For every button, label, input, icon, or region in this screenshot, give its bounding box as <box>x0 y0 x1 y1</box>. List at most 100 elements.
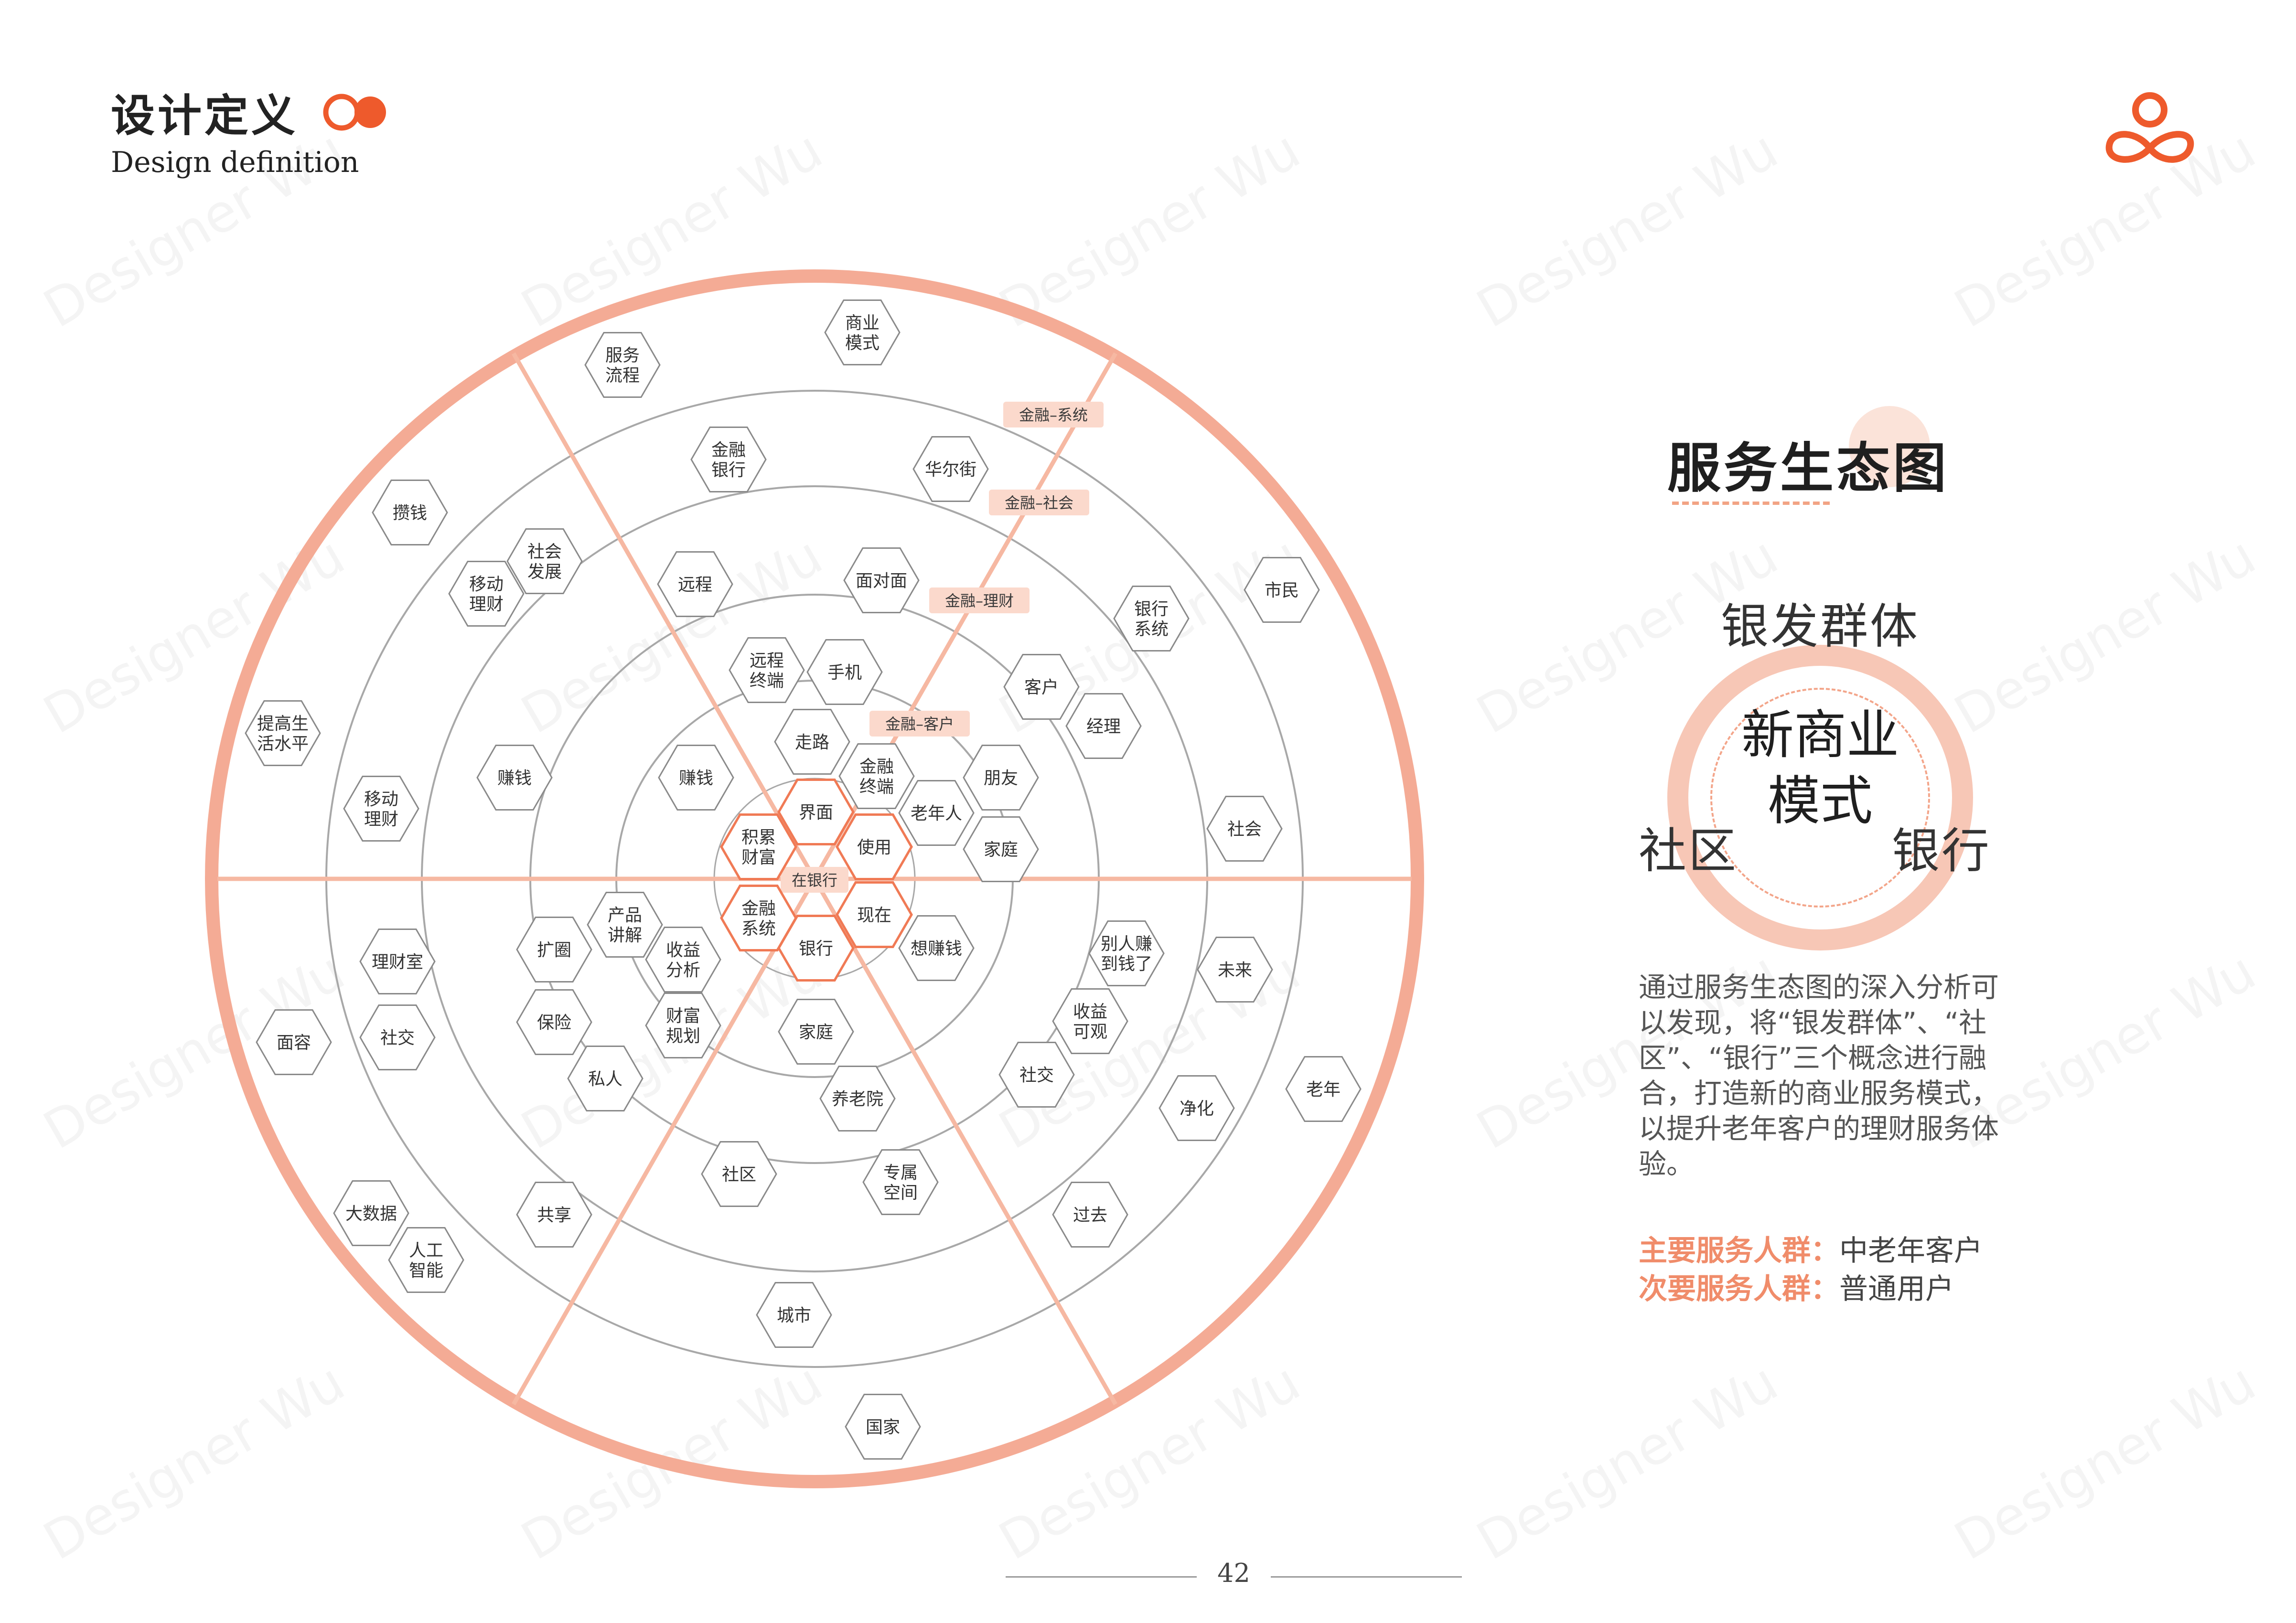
node-label: 朋友 <box>984 769 1018 788</box>
hexagon-shape <box>245 700 321 766</box>
concept-node: 手机 <box>806 639 883 705</box>
node-label: 终端 <box>859 777 894 797</box>
node-label: 金融 <box>859 757 894 777</box>
relation-tag: 金融–理财 <box>929 587 1030 613</box>
section-subtitle: Design definition <box>111 146 359 179</box>
description-text: 通过服务生态图的深入分析可以发现，将“银发群体”、“社区”、“银行”三个概念进行… <box>1639 971 1999 1180</box>
concept-node: 城市 <box>756 1282 832 1348</box>
node-label: 移动 <box>364 790 398 809</box>
hexagon-shape <box>333 1180 409 1246</box>
node-label: 银行 <box>799 939 833 959</box>
concept-node: 界面 <box>777 779 855 845</box>
node-label: 远程 <box>678 575 712 595</box>
concept-node: 国家 <box>845 1394 921 1460</box>
relation-tag: 在银行 <box>781 867 848 893</box>
hexagon-shape <box>1065 693 1142 759</box>
secondary-audience-label: 次要服务人群： <box>1639 1272 1839 1306</box>
footer-divider-left <box>1006 1576 1197 1578</box>
node-label: 赚钱 <box>497 769 532 788</box>
hexagon-shape <box>690 427 767 492</box>
node-label: 理财 <box>364 810 398 829</box>
concept-node: 走路 <box>774 709 850 775</box>
hexagon-shape <box>806 639 883 705</box>
tag-label: 金融–客户 <box>885 715 954 733</box>
node-label: 社区 <box>722 1165 756 1185</box>
hexagon-shape <box>729 637 805 703</box>
relation-tag: 金融–系统 <box>1003 402 1104 427</box>
hexagon-shape <box>912 436 989 502</box>
relation-tag: 金融–社会 <box>989 490 1089 515</box>
node-label: 家庭 <box>984 840 1018 860</box>
node-label: 走路 <box>795 733 829 752</box>
hexagon-shape <box>359 929 436 994</box>
concept-node: 银行 <box>777 915 855 982</box>
hexagon-shape <box>516 917 592 982</box>
hexagon-shape <box>1003 654 1080 720</box>
hexagon-shape <box>836 813 913 880</box>
hexagon-shape <box>645 927 721 993</box>
node-label: 提高生 <box>257 714 309 734</box>
concept-node: 大数据 <box>333 1180 409 1246</box>
node-label: 社会 <box>527 542 562 562</box>
node-label: 空间 <box>883 1183 918 1203</box>
concept-node: 老年 <box>1285 1056 1362 1122</box>
node-label: 收益 <box>666 940 700 960</box>
hexagon-shape <box>998 1042 1075 1108</box>
concept-node: 社区 <box>701 1141 777 1207</box>
node-label: 模式 <box>845 333 880 353</box>
node-label: 老年人 <box>911 804 962 823</box>
outer-ring <box>205 269 1424 1488</box>
hexagon-shape <box>1159 1075 1235 1141</box>
hexagon-shape <box>756 1282 832 1348</box>
hexagon-shape <box>720 885 797 951</box>
node-label: 使用 <box>857 838 891 857</box>
node-label: 家庭 <box>799 1023 833 1042</box>
concept-node: 赚钱 <box>658 745 734 811</box>
concept-node: 面容 <box>256 1009 332 1075</box>
concept-node: 家庭 <box>963 816 1039 882</box>
hexagon-shape <box>1197 937 1273 1003</box>
hexagon-shape <box>1052 988 1128 1054</box>
node-label: 客户 <box>1024 678 1059 697</box>
tag-background <box>781 867 848 893</box>
hexagon-shape <box>1088 920 1165 986</box>
concept-node: 老年人 <box>898 780 975 846</box>
concept-node: 共享 <box>516 1182 592 1248</box>
hexagon-shape <box>645 993 721 1058</box>
node-label: 社会 <box>1227 820 1262 839</box>
node-label: 共享 <box>537 1206 571 1225</box>
node-label: 流程 <box>605 366 640 385</box>
concept-node: 现在 <box>836 881 913 948</box>
tag-background <box>869 711 970 737</box>
node-label: 理财室 <box>372 952 423 972</box>
tag-background <box>1003 402 1104 427</box>
tag-label: 金融–理财 <box>945 592 1014 610</box>
primary-audience-value: 中老年客户 <box>1839 1234 1983 1268</box>
node-label: 手机 <box>827 663 862 683</box>
node-label: 别人赚 <box>1101 934 1152 954</box>
tag-background <box>929 587 1030 613</box>
node-label: 扩圈 <box>537 940 571 960</box>
hexagon-shape <box>1113 586 1190 651</box>
section-title: 设计定义 <box>111 90 299 141</box>
concept-center-line2: 模式 <box>1768 770 1873 832</box>
node-label: 到钱了 <box>1101 954 1152 974</box>
hexagon-shape <box>838 743 915 809</box>
secondary-audience-value: 普通用户 <box>1839 1272 1954 1306</box>
tag-label: 在银行 <box>792 871 837 889</box>
hexagon-shape <box>658 745 734 811</box>
node-label: 银行 <box>1134 599 1169 619</box>
node-label: 面容 <box>277 1033 311 1053</box>
node-label: 理财 <box>469 595 504 614</box>
